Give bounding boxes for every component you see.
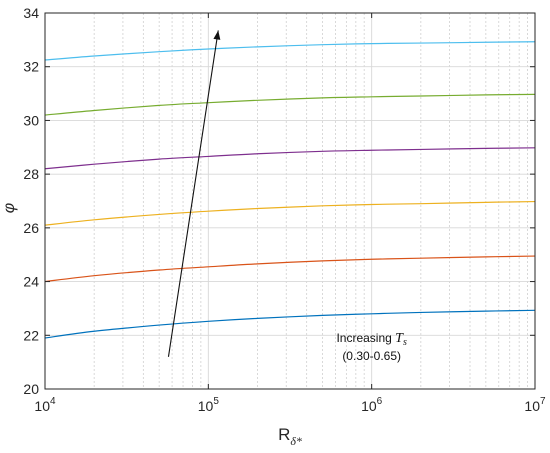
x-tick-label-exp: 7	[540, 396, 546, 407]
arrow-layer	[167, 30, 221, 357]
y-tick-label: 32	[23, 59, 39, 75]
series-layer	[44, 41, 536, 339]
x-tick-label: 107	[524, 396, 546, 414]
plot-area	[45, 13, 535, 389]
increasing-arrow-shaft	[167, 30, 219, 357]
y-tick-label: 22	[23, 327, 39, 343]
increasing-arrow-head	[213, 30, 221, 40]
annotation-var-sub: s	[403, 337, 407, 348]
annotation-prefix: Increasing	[336, 331, 395, 345]
x-tick-label: 106	[361, 396, 383, 414]
series-line-5	[44, 93, 536, 116]
x-tick-label: 105	[198, 396, 220, 414]
series-line-6	[44, 41, 536, 61]
series-line-2	[44, 255, 536, 283]
x-tick-label-base: 10	[361, 398, 377, 414]
y-tick-label: 34	[23, 5, 39, 21]
y-axis-title: φ	[1, 203, 18, 213]
series-line-3	[44, 200, 536, 226]
y-tick-label: 20	[23, 381, 39, 397]
series-line-4	[44, 147, 536, 170]
y-tick-label: 30	[23, 112, 39, 128]
x-tick-label-exp: 5	[213, 396, 219, 407]
x-axis-title: Rδ*	[278, 425, 302, 448]
annotation-line1: Increasing Ts	[336, 331, 407, 348]
y-tick-label: 28	[23, 166, 39, 182]
x-tick-label-base: 10	[524, 398, 540, 414]
x-tick-label: 104	[34, 396, 56, 414]
y-tick-label: 26	[23, 220, 39, 236]
series-line-1	[44, 309, 536, 339]
annotation-line2: (0.30-0.65)	[342, 349, 401, 363]
x-axis-title-main: R	[278, 425, 290, 444]
plot-box	[44, 12, 536, 390]
x-tick-label-exp: 4	[50, 396, 56, 407]
x-tick-label-base: 10	[198, 398, 214, 414]
annotation-var: T	[395, 331, 404, 346]
y-tick-label: 24	[23, 274, 39, 290]
x-tick-label-exp: 6	[377, 396, 383, 407]
x-tick-label-base: 10	[34, 398, 50, 414]
x-axis-title-sub: δ*	[290, 434, 302, 448]
grid	[44, 12, 536, 390]
